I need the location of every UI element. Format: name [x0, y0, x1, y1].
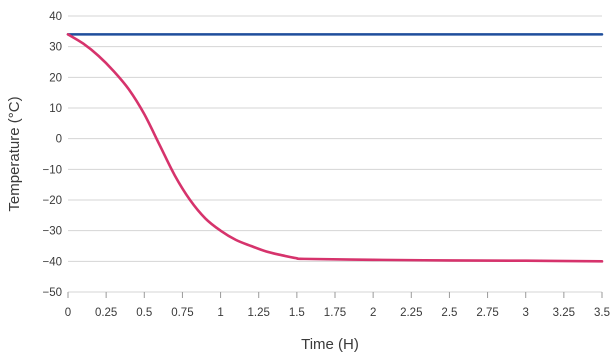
y-tick-label: −30	[42, 226, 62, 238]
grid-lines	[68, 15, 602, 293]
y-axis-ticks: 40 30 20 10 0 −10 −20 −30 −40 −50	[42, 11, 62, 299]
x-tick-label: 1.25	[248, 307, 270, 319]
y-tick-label: −10	[42, 164, 62, 176]
y-tick-label: 20	[49, 72, 62, 84]
y-tick-label: 30	[49, 42, 62, 54]
x-axis-ticks: 0 0.25 0.5 0.75 1 1.25 1.5 1.75 2 2.25 2.5 2.75 3 3.2…	[65, 292, 610, 319]
series-line-1	[66, 33, 604, 263]
x-tick-label: 3.25	[553, 307, 575, 319]
x-tick-label: 1.75	[324, 307, 346, 319]
x-tick-label: 0.25	[95, 307, 117, 319]
x-tick-label: 0.5	[136, 307, 152, 319]
x-tick-label: 2	[370, 307, 376, 319]
x-tick-label: 2.75	[476, 307, 498, 319]
series-lines	[66, 33, 604, 263]
y-tick-label: −50	[42, 287, 62, 299]
y-tick-label: 40	[49, 11, 62, 23]
y-tick-label: 10	[49, 103, 62, 115]
x-tick-label: 2.25	[400, 307, 422, 319]
x-tick-label: 2.5	[441, 307, 457, 319]
y-tick-label: 0	[56, 134, 62, 146]
x-tick-label: 0	[65, 307, 71, 319]
x-axis-label: Time (H)	[301, 336, 359, 353]
x-tick-label: 0.75	[171, 307, 193, 319]
x-tick-label: 3	[523, 307, 529, 319]
x-tick-label: 1.5	[289, 307, 305, 319]
x-tick-label: 3.5	[594, 307, 610, 319]
y-axis-label: Temperature (°C)	[6, 96, 23, 211]
y-tick-label: −20	[42, 195, 62, 207]
y-tick-label: −40	[42, 256, 62, 268]
x-tick-label: 1	[217, 307, 223, 319]
